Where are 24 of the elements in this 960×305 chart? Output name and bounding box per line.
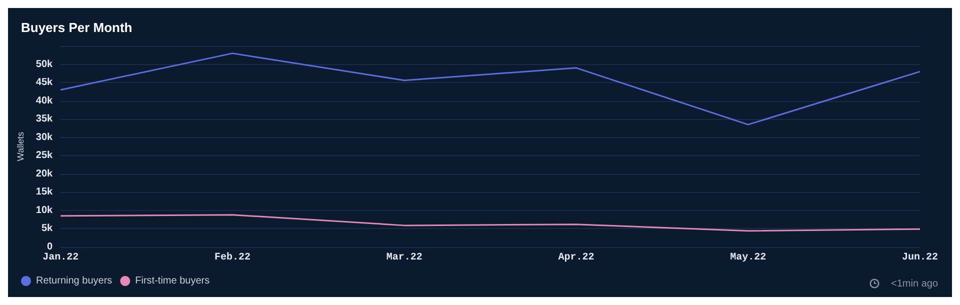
y-tick-label: 45k bbox=[36, 77, 54, 88]
y-tick-label: 0 bbox=[47, 242, 54, 252]
y-tick-label: 30k bbox=[36, 132, 54, 143]
legend-label: First-time buyers bbox=[135, 276, 210, 286]
y-tick-label: 5k bbox=[41, 223, 54, 234]
y-tick-label: 10k bbox=[36, 204, 54, 216]
y-tick-label: 35k bbox=[36, 114, 54, 125]
y-tick-label: 40k bbox=[36, 95, 54, 106]
x-tick-label: Jun.22 bbox=[902, 252, 938, 264]
x-tick-label: Apr.22 bbox=[558, 252, 594, 264]
legend-label: Returning buyers bbox=[36, 276, 112, 286]
x-tick-label: May.22 bbox=[730, 252, 766, 264]
x-tick-label: Jan.22 bbox=[42, 252, 79, 264]
y-tick-label: 20k bbox=[36, 168, 54, 180]
text: <1min ago bbox=[891, 278, 938, 290]
y-tick-label: 15k bbox=[36, 186, 54, 198]
x-tick-label: Feb.22 bbox=[214, 252, 250, 264]
x-tick-label: Mar.22 bbox=[386, 252, 422, 264]
line-series bbox=[60, 52, 921, 126]
y-tick-label: 50k bbox=[36, 58, 54, 70]
chart-title: Buyers Per Month bbox=[21, 20, 132, 35]
line-series bbox=[60, 214, 921, 232]
y-axis-title: Wallets bbox=[16, 131, 26, 162]
y-tick-label: 25k bbox=[36, 150, 54, 162]
